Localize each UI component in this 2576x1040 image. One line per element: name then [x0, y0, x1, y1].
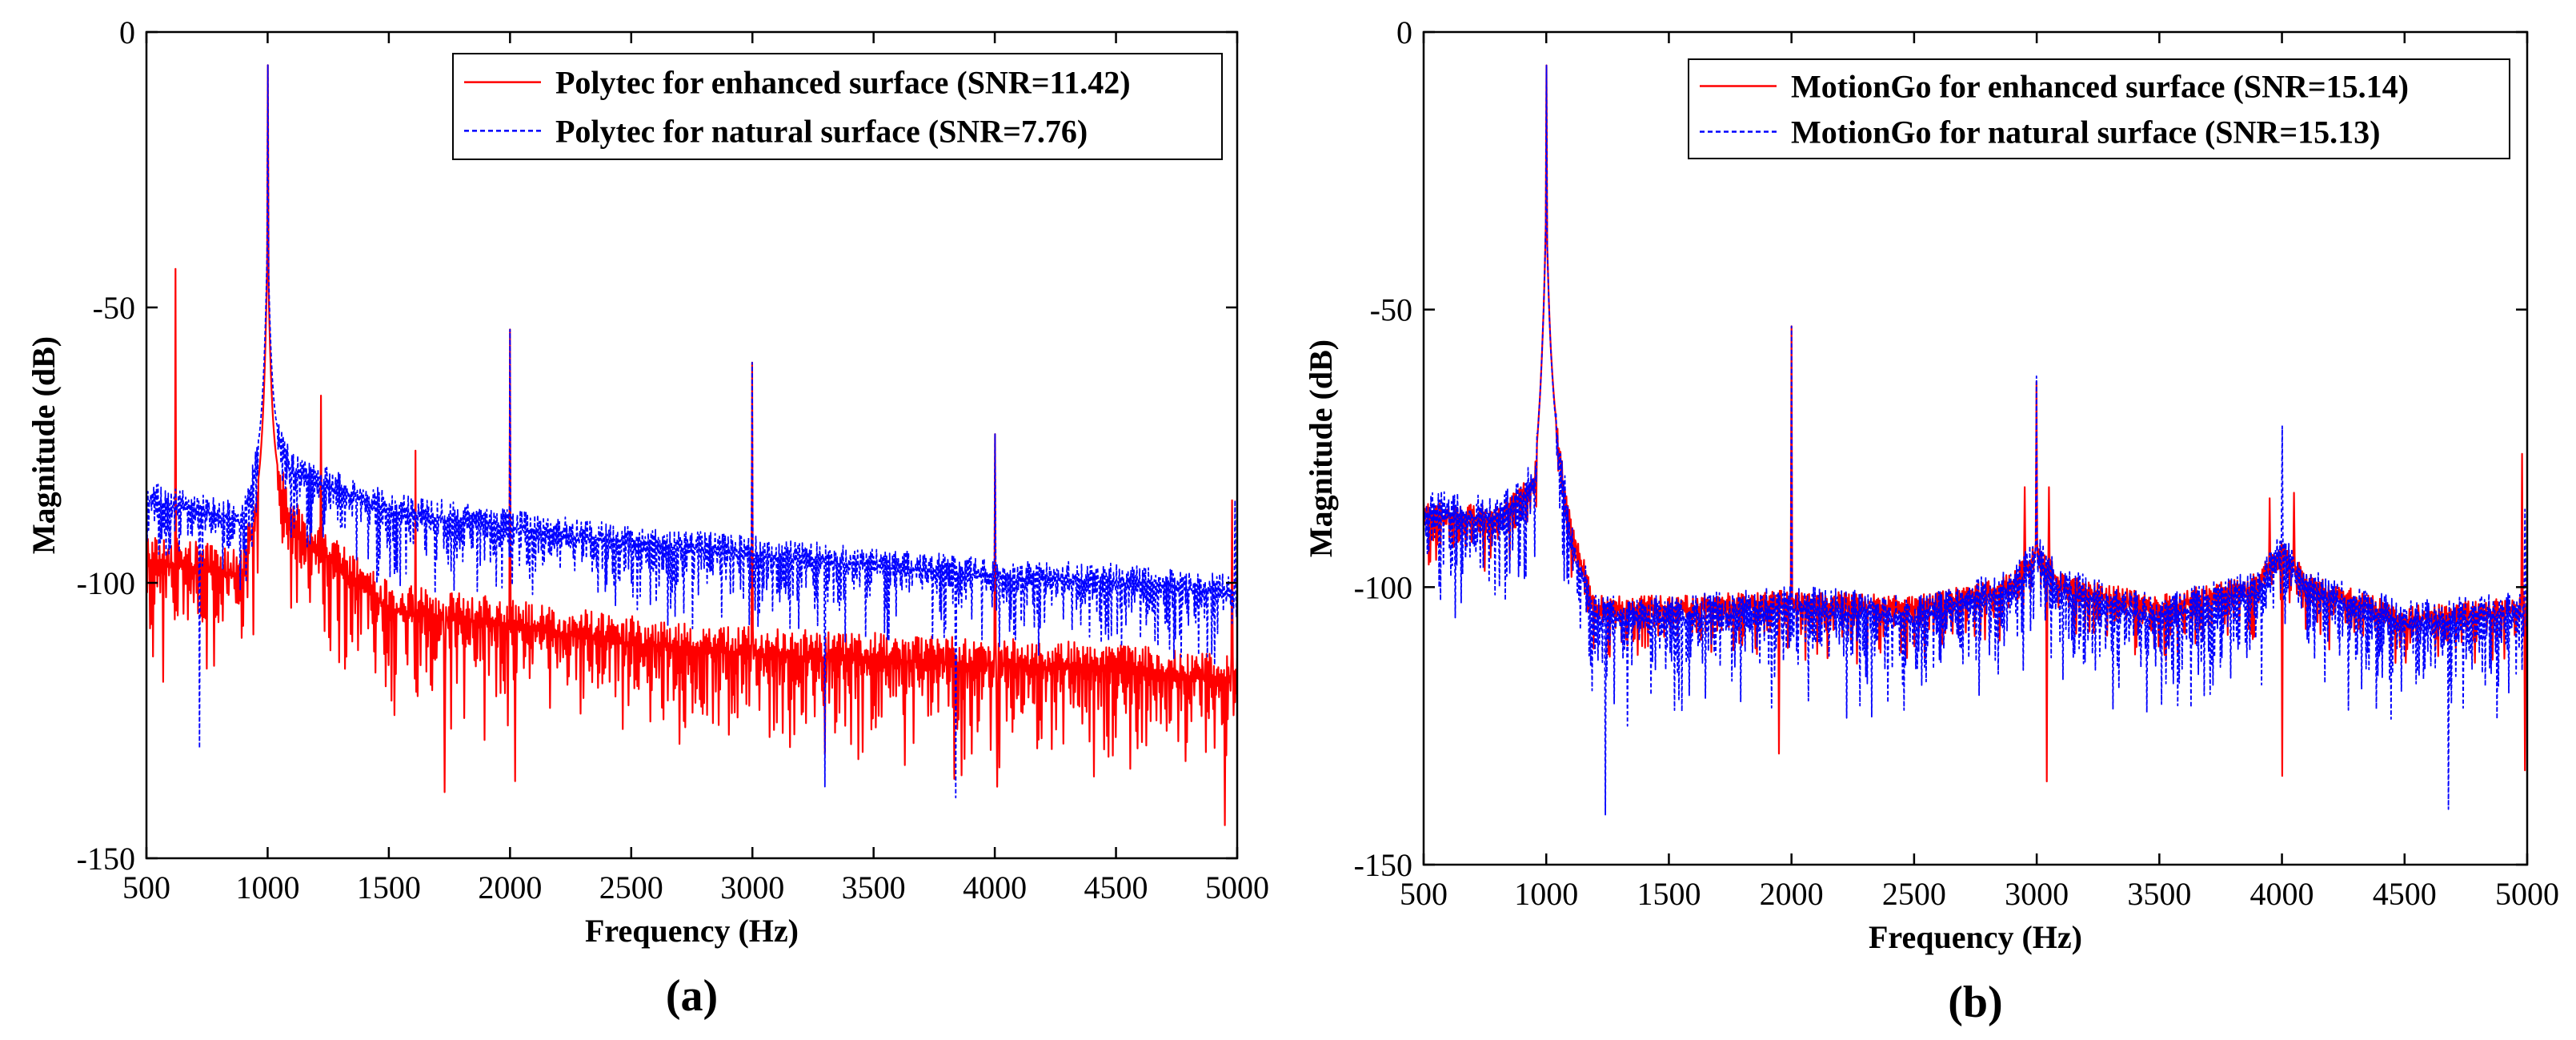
chart-panel-b: 500 1000 1500 2000 2500 3000 3500 4000 4500 5000 0… — [1303, 14, 2559, 1027]
x-tick-label: 5000 — [2495, 876, 2559, 912]
axes-box — [1422, 30, 2529, 866]
x-tick-label: 1000 — [235, 869, 299, 905]
legend-label-enhanced: MotionGo for enhanced surface (SNR=15.14… — [1791, 68, 2409, 104]
y-tick-label: -100 — [77, 565, 135, 601]
axes-box — [145, 30, 1239, 860]
y-tick-label: -50 — [93, 290, 135, 326]
x-tick-label: 1500 — [357, 869, 421, 905]
y-tick-label: 0 — [119, 14, 135, 50]
legend: Polytec for enhanced surface (SNR=11.42)… — [452, 53, 1223, 160]
y-tick-label: -50 — [1370, 292, 1412, 328]
series-group — [146, 64, 1237, 826]
panel-label: (a) — [666, 971, 718, 1021]
y-tick-label: -150 — [1354, 847, 1412, 883]
series-line-natural — [146, 64, 1237, 799]
legend-label-natural: MotionGo for natural surface (SNR=15.13) — [1791, 114, 2380, 151]
x-tick-label: 2500 — [599, 869, 663, 905]
x-axis-label: Frequency (Hz) — [585, 913, 799, 949]
legend-box — [452, 53, 1223, 160]
x-tick-label: 5000 — [1205, 869, 1269, 905]
x-tick-label: 3000 — [2005, 876, 2069, 912]
x-tick-label: 2500 — [1882, 876, 1946, 912]
x-axis-label: Frequency (Hz) — [1869, 919, 2082, 955]
y-axis-label: Magnitude (dB) — [26, 336, 62, 554]
series-line-natural — [1424, 64, 2527, 816]
series-line-enhanced — [146, 64, 1237, 826]
x-tick-label: 500 — [122, 869, 170, 905]
series-group — [1424, 64, 2527, 816]
x-tick-label: 3000 — [720, 869, 784, 905]
x-tick-label: 1500 — [1637, 876, 1701, 912]
plot-area — [1424, 32, 2527, 865]
x-tick-label: 4000 — [2250, 876, 2314, 912]
chart-panel-a: 500 1000 1500 2000 2500 3000 3500 4000 4500 5000 0… — [26, 14, 1269, 1021]
y-tick-label: -150 — [77, 841, 135, 877]
x-tick-label: 3500 — [2127, 876, 2191, 912]
legend: MotionGo for enhanced surface (SNR=15.14… — [1688, 58, 2510, 159]
x-tick-label: 2000 — [1760, 876, 1824, 912]
panel-label: (b) — [1948, 978, 2002, 1027]
legend-label-natural: Polytec for natural surface (SNR=7.76) — [555, 113, 1088, 149]
y-axis-label: Magnitude (dB) — [1303, 339, 1339, 557]
x-tick-label: 4500 — [1084, 869, 1148, 905]
x-tick-label: 1000 — [1514, 876, 1578, 912]
x-tick-label: 2000 — [478, 869, 542, 905]
legend-box — [1688, 58, 2510, 159]
x-tick-label: 4500 — [2373, 876, 2437, 912]
y-tick-label: -100 — [1354, 569, 1412, 605]
y-tick-label: 0 — [1396, 14, 1412, 50]
x-tick-label: 3500 — [842, 869, 906, 905]
x-tick-label: 4000 — [963, 869, 1027, 905]
x-tick-label: 500 — [1400, 876, 1448, 912]
legend-label-enhanced: Polytec for enhanced surface (SNR=11.42) — [555, 65, 1131, 101]
